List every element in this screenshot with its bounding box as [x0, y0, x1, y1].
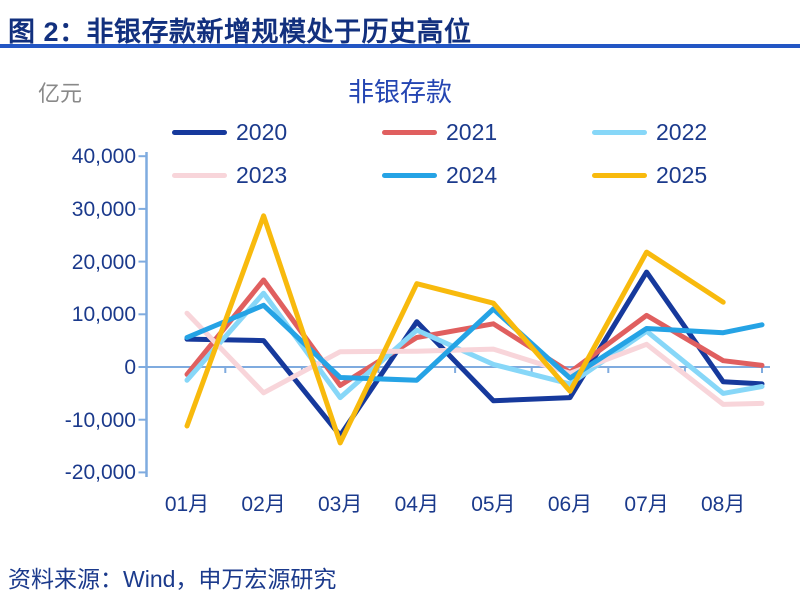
legend-item-2020: 2020 [172, 121, 382, 144]
legend-swatch-2020 [172, 130, 227, 135]
legend-swatch-2023 [172, 173, 227, 178]
legend-label: 2025 [656, 162, 708, 188]
y-axis-label: 10,000 [71, 303, 136, 327]
y-axis-label: 20,000 [71, 250, 136, 274]
series-line-2023 [184, 310, 765, 407]
legend-item-2025: 2025 [592, 164, 800, 187]
x-axis-label: 01月 [164, 493, 210, 516]
legend-label: 2022 [656, 119, 708, 145]
x-axis-label: 06月 [547, 493, 593, 516]
x-axis-label: 04月 [394, 493, 439, 516]
x-axis-label: 03月 [318, 493, 363, 516]
axis-unit-label: 亿元 [38, 81, 83, 106]
legend-swatch-2024 [382, 173, 437, 178]
source-note: 资料来源：Wind，申万宏源研究 [8, 566, 337, 592]
y-axis-label: 30,000 [71, 197, 136, 221]
title-underline [0, 44, 800, 48]
y-axis-label: -10,000 [64, 408, 136, 432]
legend-label: 2021 [446, 119, 498, 145]
x-axis-label: 07月 [624, 493, 669, 516]
series-line-2024 [184, 302, 765, 383]
x-axis-label: 02月 [241, 493, 286, 516]
y-axis-label: -20,000 [64, 461, 136, 485]
series-line-2025 [184, 213, 726, 446]
series-line-2021 [184, 277, 765, 388]
chart-legend: 2020 2021 2022 2023 2024 2025 [172, 111, 772, 197]
figure-title: 图 2：非银存款新增规模处于历史高位 [8, 17, 472, 47]
x-axis-label: 05月 [471, 493, 516, 516]
legend-item-2021: 2021 [382, 121, 592, 144]
legend-label: 2020 [236, 119, 288, 145]
legend-item-2022: 2022 [592, 121, 800, 144]
legend-label: 2023 [236, 162, 288, 188]
y-axis-label: 40,000 [71, 145, 136, 169]
y-axis-label: 0 [124, 356, 136, 379]
legend-swatch-2021 [382, 130, 437, 135]
legend-swatch-2022 [592, 130, 647, 135]
x-axis-label: 08月 [701, 493, 746, 516]
legend-item-2023: 2023 [172, 164, 382, 187]
legend-item-2024: 2024 [382, 164, 592, 187]
legend-swatch-2025 [592, 173, 647, 178]
chart-title: 非银存款 [347, 77, 452, 107]
legend-label: 2024 [446, 162, 498, 188]
